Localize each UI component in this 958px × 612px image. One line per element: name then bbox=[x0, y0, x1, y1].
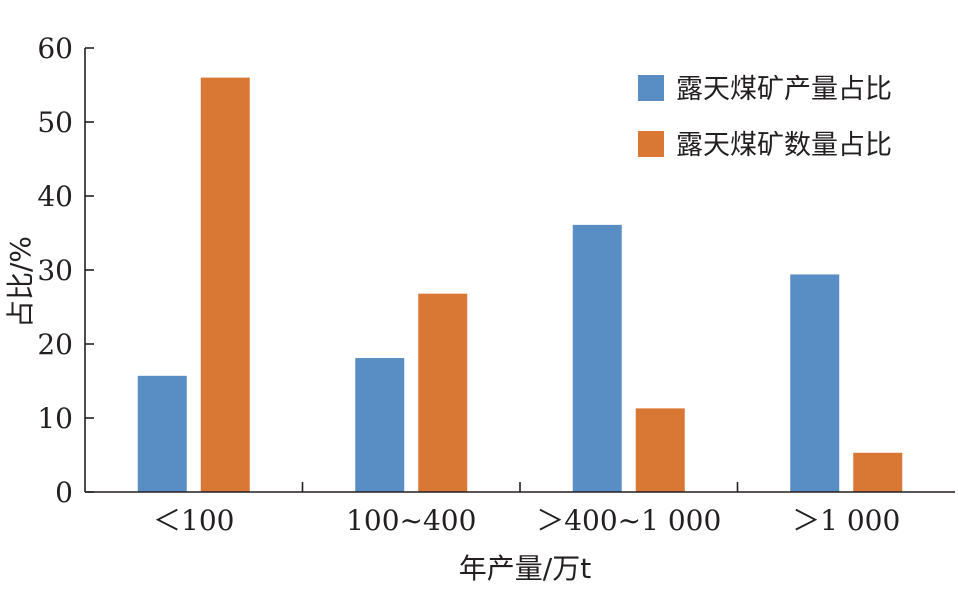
bar-count bbox=[853, 452, 903, 492]
bars-group bbox=[137, 77, 903, 493]
x-axis-label: 年产量/万t bbox=[459, 552, 591, 585]
bar-count bbox=[200, 77, 250, 492]
legend-label-production: 露天煤矿产量占比 bbox=[676, 74, 892, 105]
x-tick-label: ＜100 bbox=[153, 504, 234, 537]
y-tick-label: 30 bbox=[37, 254, 73, 287]
bar-production bbox=[572, 224, 622, 493]
y-tick-label: 20 bbox=[37, 328, 73, 361]
x-tick-label: ＞1 000 bbox=[792, 504, 900, 537]
y-tick-label: 40 bbox=[37, 180, 73, 213]
legend-swatch-production bbox=[638, 75, 664, 101]
y-tick-label: 10 bbox=[37, 402, 73, 435]
legend-swatch-count bbox=[638, 131, 664, 157]
bar-production bbox=[790, 274, 840, 492]
y-axis-label: 占比/% bbox=[4, 236, 37, 328]
legend-label-count: 露天煤矿数量占比 bbox=[676, 130, 892, 161]
bar-count bbox=[418, 293, 468, 492]
legend: 露天煤矿产量占比 露天煤矿数量占比 bbox=[638, 74, 892, 161]
bar-production bbox=[355, 358, 405, 492]
x-ticks-group: ＜100 100~400 ＞400~1 000 ＞1 000 bbox=[153, 482, 900, 537]
x-tick-label: 100~400 bbox=[346, 504, 476, 537]
y-tick-label: 0 bbox=[55, 476, 73, 509]
bar-count bbox=[635, 408, 685, 492]
bar-production bbox=[137, 375, 187, 492]
y-tick-label: 60 bbox=[37, 32, 73, 65]
y-ticks-group: 0 10 20 30 40 50 60 bbox=[37, 32, 94, 509]
y-tick-label: 50 bbox=[37, 106, 73, 139]
x-tick-label: ＞400~1 000 bbox=[536, 504, 721, 537]
